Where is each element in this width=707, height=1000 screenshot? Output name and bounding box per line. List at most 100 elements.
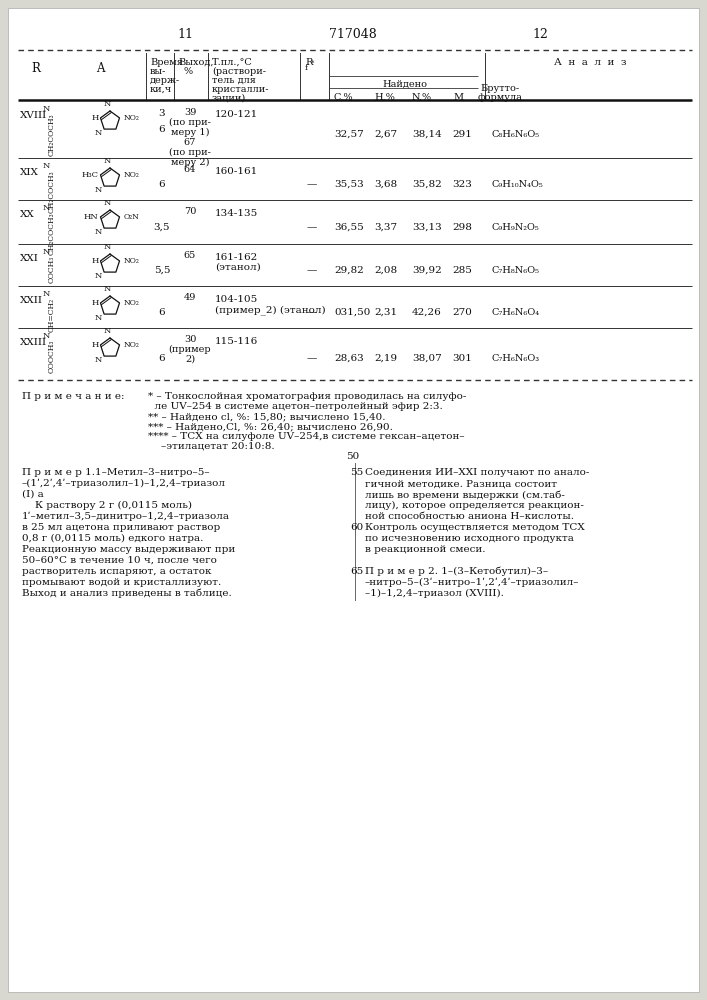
Text: N: N <box>42 162 49 170</box>
Text: –этилацетат 20:10:8.: –этилацетат 20:10:8. <box>148 442 274 451</box>
Text: R: R <box>305 58 312 67</box>
Text: 49: 49 <box>184 293 196 302</box>
Text: 64: 64 <box>184 165 196 174</box>
Text: 717048: 717048 <box>329 28 377 41</box>
Text: C₉H₁₀N₄O₅: C₉H₁₀N₄O₅ <box>492 180 544 189</box>
Text: N: N <box>42 105 49 113</box>
Text: N: N <box>103 327 111 335</box>
Text: N: N <box>42 290 49 298</box>
Text: 39: 39 <box>184 108 196 117</box>
Text: CH₂COCH₃: CH₂COCH₃ <box>48 113 56 156</box>
Text: NO₂: NO₂ <box>124 299 139 307</box>
Text: лицу), которое определяется реакцион-: лицу), которое определяется реакцион- <box>365 501 584 510</box>
Text: H₃C: H₃C <box>81 171 98 179</box>
Text: П р и м е р 1.1–Метил–3–нитро–5–: П р и м е р 1.1–Метил–3–нитро–5– <box>22 468 209 477</box>
Text: 38,07: 38,07 <box>412 354 442 363</box>
Text: 160-161: 160-161 <box>215 167 258 176</box>
Text: (раствори-: (раствори- <box>212 67 266 76</box>
Text: –1)–1,2,4–триазол (XVIII).: –1)–1,2,4–триазол (XVIII). <box>365 589 504 598</box>
Text: лишь во времени выдержки (см.таб-: лишь во времени выдержки (см.таб- <box>365 490 565 499</box>
Text: C₇H₈N₆O₅: C₇H₈N₆O₅ <box>492 266 540 275</box>
Text: HN: HN <box>83 213 98 221</box>
Text: 134-135: 134-135 <box>215 209 258 218</box>
Text: —: — <box>307 180 317 189</box>
Text: XIX: XIX <box>20 168 39 177</box>
Text: 39,92: 39,92 <box>412 266 442 275</box>
Text: меру 2): меру 2) <box>171 158 209 167</box>
Text: 323: 323 <box>452 180 472 189</box>
FancyBboxPatch shape <box>8 8 699 992</box>
Text: NO₂: NO₂ <box>124 171 139 179</box>
Text: 298: 298 <box>452 223 472 232</box>
Text: 12: 12 <box>532 28 548 41</box>
Text: XXI: XXI <box>20 254 39 263</box>
Text: держ-: держ- <box>150 76 180 85</box>
Text: * – Тонкослойная хроматография проводилась на силуфо-: * – Тонкослойная хроматография проводила… <box>148 392 467 401</box>
Text: H: H <box>91 257 98 265</box>
Text: ле UV–254 в системе ацетон–петролейный эфир 2:3.: ле UV–254 в системе ацетон–петролейный э… <box>148 402 443 411</box>
Text: H: H <box>91 114 98 122</box>
Text: N: N <box>103 243 111 251</box>
Text: N: N <box>95 272 102 280</box>
Text: %: % <box>184 67 193 76</box>
Text: (по при-: (по при- <box>169 148 211 157</box>
Text: 29,82: 29,82 <box>334 266 363 275</box>
Text: 031,50: 031,50 <box>334 308 370 317</box>
Text: XXII: XXII <box>20 296 43 305</box>
Text: C₇H₆N₆O₃: C₇H₆N₆O₃ <box>492 354 540 363</box>
Text: меру 1): меру 1) <box>171 128 209 137</box>
Text: O₂N: O₂N <box>124 213 139 221</box>
Text: 55: 55 <box>350 468 363 477</box>
Text: *** – Найдено,Cl, %: 26,40; вычислено 26,90.: *** – Найдено,Cl, %: 26,40; вычислено 26… <box>148 422 393 431</box>
Text: –нитро–5–(3ʹ–нитро–1ʹ,2ʹ,4ʹ–триазолил–: –нитро–5–(3ʹ–нитро–1ʹ,2ʹ,4ʹ–триазолил– <box>365 578 580 587</box>
Text: 2,31: 2,31 <box>374 308 397 317</box>
Text: кристалли-: кристалли- <box>212 85 269 94</box>
Text: Выход и анализ приведены в таблице.: Выход и анализ приведены в таблице. <box>22 589 232 598</box>
Text: —: — <box>307 266 317 275</box>
Text: **** – ТСХ на силуфоле UV–254,в системе гексан–ацетон–: **** – ТСХ на силуфоле UV–254,в системе … <box>148 432 464 441</box>
Text: —: — <box>307 223 317 232</box>
Text: 30: 30 <box>184 335 196 344</box>
Text: 2): 2) <box>185 355 195 364</box>
Text: N: N <box>95 314 102 322</box>
Text: R: R <box>32 62 40 75</box>
Text: 291: 291 <box>452 130 472 139</box>
Text: N: N <box>103 157 111 165</box>
Text: N,%: N,% <box>412 93 432 102</box>
Text: (пример: (пример <box>169 345 211 354</box>
Text: Реакционную массу выдерживают при: Реакционную массу выдерживают при <box>22 545 235 554</box>
Text: C₉H₉N₂O₅: C₉H₉N₂O₅ <box>492 223 539 232</box>
Text: —: — <box>307 308 317 317</box>
Text: —: — <box>307 354 317 363</box>
Text: тель для: тель для <box>212 76 256 85</box>
Text: CH=CH₂: CH=CH₂ <box>48 298 56 332</box>
Text: 120-121: 120-121 <box>215 110 258 119</box>
Text: ки,ч: ки,ч <box>150 85 172 94</box>
Text: К раствору 2 г (0,0115 моль): К раствору 2 г (0,0115 моль) <box>22 501 192 510</box>
Text: N: N <box>95 228 102 236</box>
Text: 28,63: 28,63 <box>334 354 363 363</box>
Text: –(1ʹ,2ʹ,4ʹ–триазолил–1)–1,2,4–триазол: –(1ʹ,2ʹ,4ʹ–триазолил–1)–1,2,4–триазол <box>22 479 226 488</box>
Text: 0,8 г (0,0115 моль) едкого натра.: 0,8 г (0,0115 моль) едкого натра. <box>22 534 204 543</box>
Text: (этанол): (этанол) <box>215 263 261 272</box>
Text: H: H <box>91 299 98 307</box>
Text: 67: 67 <box>184 138 196 147</box>
Text: N: N <box>42 204 49 212</box>
Text: 6: 6 <box>158 180 165 189</box>
Text: (I) а: (I) а <box>22 490 44 499</box>
Text: 3,37: 3,37 <box>374 223 397 232</box>
Text: 70: 70 <box>184 207 196 216</box>
Text: 65: 65 <box>184 251 196 260</box>
Text: Т.пл.,°С: Т.пл.,°С <box>212 58 252 67</box>
Text: N: N <box>103 100 111 108</box>
Text: 60: 60 <box>350 523 363 532</box>
Text: 42,26: 42,26 <box>412 308 442 317</box>
Text: (по при-: (по при- <box>169 118 211 127</box>
Text: 65: 65 <box>350 567 363 576</box>
Text: NO₂: NO₂ <box>124 114 139 122</box>
Text: N: N <box>103 199 111 207</box>
Text: 6: 6 <box>158 125 165 134</box>
Text: N: N <box>42 248 49 256</box>
Text: 50–60°С в течение 10 ч, после чего: 50–60°С в течение 10 ч, после чего <box>22 556 217 565</box>
Text: зации): зации) <box>212 94 246 103</box>
